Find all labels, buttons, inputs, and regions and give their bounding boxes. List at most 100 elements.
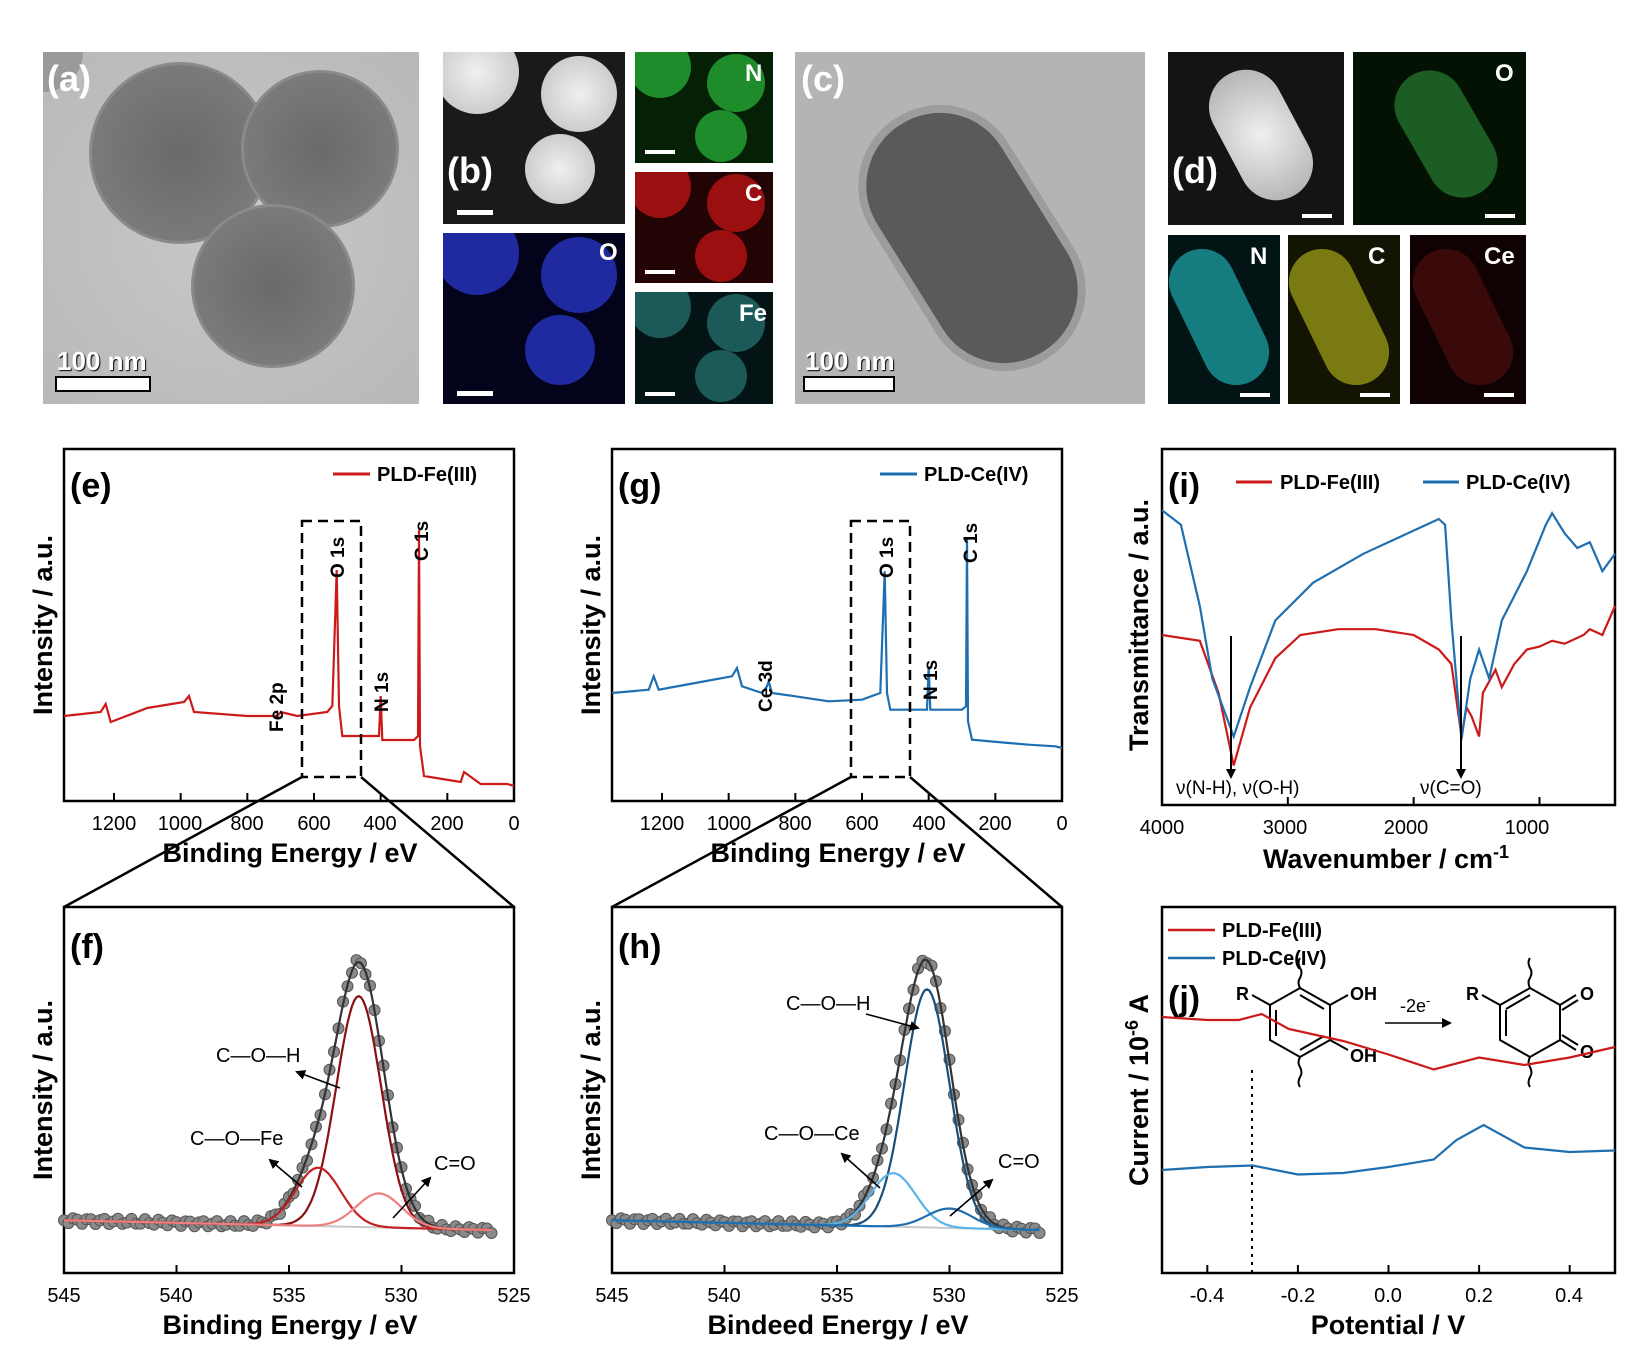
x-tick-label: 2000 [1384, 817, 1429, 839]
arrow [268, 1158, 303, 1188]
panel-e-label: (e) [70, 467, 112, 505]
scheme-o-bottom: O [1580, 1042, 1594, 1062]
plot-frame [1160, 447, 1617, 807]
scale-bar [645, 270, 675, 274]
label-c-o-h: C—O—H [216, 1045, 300, 1067]
x-tick-label: 4000 [1140, 817, 1185, 839]
peak-label-o1s: O 1s [328, 537, 349, 578]
panel-h-plot: (h) C—O—H C—O—Ce C=O 545 540 535 530 525… [576, 905, 1079, 1340]
panel-b-haadf-image: (b) [443, 52, 625, 224]
scale-bar [645, 392, 675, 396]
x-tick-label: 800 [778, 813, 811, 835]
panel-a-label: (a) [47, 58, 91, 99]
scale-bar [1484, 393, 1514, 397]
x-tick-label: 530 [384, 1285, 417, 1307]
series-pld-ce-xps-survey [611, 537, 1063, 750]
element-label-c: C [745, 180, 763, 207]
x-axis-title: Binding Energy / eV [162, 838, 417, 868]
x-tick-label: -0.2 [1281, 1285, 1315, 1307]
arrow [840, 1152, 881, 1189]
x-tick-label: 525 [497, 1285, 530, 1307]
legend-label: PLD-Ce(IV) [924, 464, 1028, 486]
panel-e-plot: (e) PLD-Fe(III) Fe 2p O 1s N 1s C 1s 120… [28, 447, 520, 868]
arrow [295, 1070, 341, 1089]
x-tick-label: 0.2 [1465, 1285, 1493, 1307]
scale-bar [55, 376, 151, 392]
peak-label-n1s: N 1s [372, 672, 393, 712]
y-axis-title: Intensity / a.u. [28, 535, 58, 715]
peak-label-o1s: O 1s [877, 537, 898, 578]
scale-bar [1485, 214, 1515, 218]
y-axis-title: Current / 10-6 A [1122, 994, 1154, 1186]
scale-bar-label: 100 nm [57, 346, 147, 376]
panel-h-label: (h) [618, 928, 661, 966]
x-tick-label: 600 [297, 813, 330, 835]
y-axis-title: Intensity / a.u. [576, 1000, 606, 1180]
x-tick-label: 0.4 [1555, 1285, 1583, 1307]
panel-a-tem-image: (a) 100 nm [43, 52, 419, 404]
peak-label-ce3d: Ce 3d [756, 660, 777, 712]
series-pld-fe-xps-survey [63, 529, 515, 788]
x-axis-title: Binding Energy / eV [710, 838, 965, 868]
scale-bar [1360, 393, 1390, 397]
plot-frame [610, 447, 1064, 803]
wavy-bond [1527, 1056, 1533, 1088]
scheme-o-top: O [1580, 984, 1594, 1004]
reaction-arrow-label: -2e- [1400, 993, 1430, 1016]
panel-f-plot: (f) C—O—H C—O—Fe C=O 545 540 535 530 525… [28, 905, 531, 1340]
x-tick-label: 545 [47, 1285, 80, 1307]
panel-d-map-o: O [1353, 52, 1526, 225]
panel-d-label: (d) [1172, 150, 1218, 191]
scale-bar [803, 376, 895, 392]
panel-b-map-fe: Fe [635, 292, 773, 404]
x-ticks [1206, 1265, 1571, 1273]
scale-bar [457, 210, 493, 215]
scale-bar-label: 100 nm [805, 346, 895, 376]
arrow [865, 1013, 920, 1031]
label-c-o-fe: C—O—Fe [190, 1128, 283, 1150]
panel-d-haadf-image: (d) [1168, 52, 1344, 225]
zoom-connector [360, 776, 515, 908]
panel-j-label: (j) [1168, 980, 1200, 1018]
scheme-oh-top: OH [1350, 984, 1377, 1004]
x-tick-label: 3000 [1263, 817, 1308, 839]
arrow [949, 1178, 994, 1217]
x-axis-title: Bindeed Energy / eV [707, 1310, 968, 1340]
panel-b-map-o: O [443, 233, 625, 404]
series-pld-fe-ftir [1161, 605, 1617, 766]
zoom-box [849, 519, 912, 779]
legend-label-fe: PLD-Fe(III) [1222, 920, 1322, 942]
zoom-connector [909, 776, 1063, 908]
sphere [191, 204, 355, 368]
element-label-fe: Fe [739, 300, 768, 327]
x-tick-label: 1000 [158, 813, 203, 835]
x-tick-label: 0 [1056, 813, 1067, 835]
quinone-ring [1499, 986, 1561, 1059]
reaction-scheme [1251, 957, 1579, 1088]
wavy-bond [1297, 957, 1303, 989]
panel-d-map-ce: Ce [1410, 235, 1526, 404]
legend-label: PLD-Fe(III) [377, 464, 477, 486]
component-c-o-h [64, 994, 492, 1232]
x-tick-label: -0.4 [1190, 1285, 1224, 1307]
zoom-connector [63, 775, 303, 909]
x-tick-label: 600 [845, 813, 878, 835]
annotation-co: ν(C=O) [1420, 778, 1482, 799]
panel-j-plot: PLD-Fe(III) PLD-Ce(IV) (j) R O [1122, 905, 1617, 1340]
peak-label-c1s: C 1s [412, 521, 433, 561]
data-point [274, 1207, 286, 1220]
x-tick-label: 0 [508, 813, 519, 835]
component-c-double-o [612, 1207, 1040, 1232]
series-pld-fe-cv [1161, 1012, 1616, 1071]
scale-bar [1240, 393, 1270, 397]
panel-c-tem-image: (c) 100 nm [795, 52, 1145, 404]
scale-bar [645, 150, 675, 154]
label-c-o-h: C—O—H [786, 993, 870, 1015]
panel-c-label: (c) [801, 58, 845, 99]
x-tick-label: 200 [978, 813, 1011, 835]
x-ticks [113, 793, 515, 801]
panel-i-plot: (i) PLD-Fe(III) PLD-Ce(IV) ν(N-H), ν(O-H… [1124, 447, 1617, 874]
x-tick-label: 1200 [92, 813, 137, 835]
label-c-double-o: C=O [998, 1151, 1040, 1173]
